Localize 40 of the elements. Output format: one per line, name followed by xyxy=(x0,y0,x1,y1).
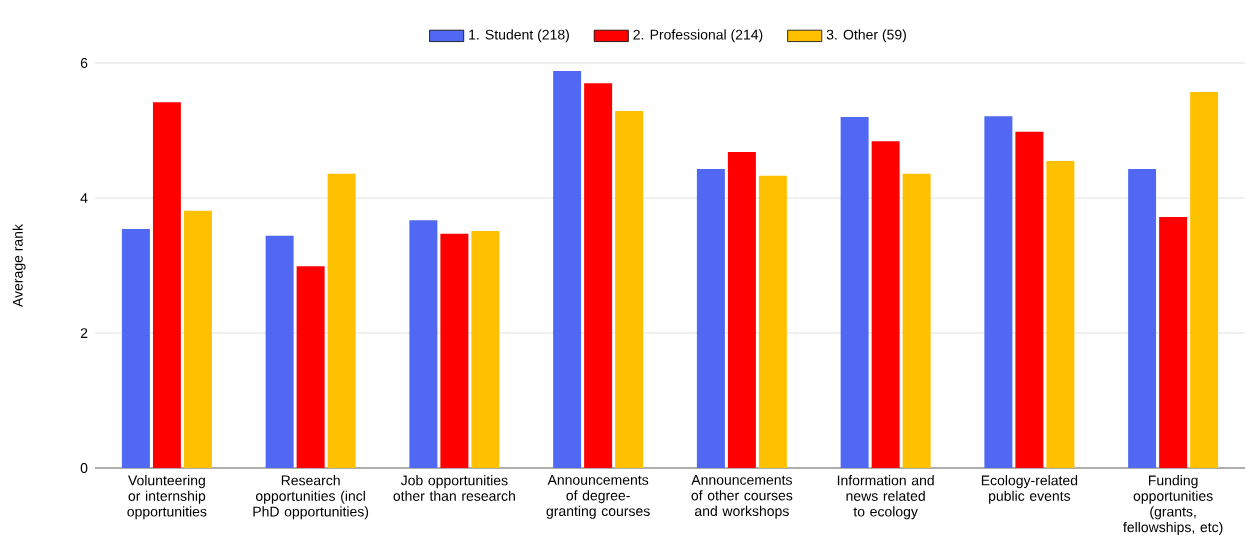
bar xyxy=(440,233,469,468)
bar xyxy=(902,173,931,468)
bar xyxy=(1046,160,1075,468)
y-axis-title: Average rank xyxy=(12,223,26,307)
bar xyxy=(296,266,325,468)
bar xyxy=(696,168,725,468)
bar xyxy=(1159,216,1188,468)
bar xyxy=(121,229,150,468)
legend-label: 2. Professional (214) xyxy=(633,29,763,43)
bar xyxy=(984,116,1013,468)
bar xyxy=(1190,92,1219,468)
bar xyxy=(327,173,356,468)
x-tick-label: Information and news related to ecology xyxy=(837,475,934,520)
x-tick-label: Announcements of degree-granting courses xyxy=(546,475,650,519)
bar xyxy=(471,231,500,468)
x-tick-label: Job opportunities other than research xyxy=(393,475,515,501)
y-tick-label: 6 xyxy=(80,58,88,68)
bar xyxy=(1128,168,1157,468)
x-tick-label: Ecology-related public events xyxy=(981,475,1078,504)
bar xyxy=(615,110,644,468)
legend-label: 3. Other (59) xyxy=(826,29,906,43)
x-tick-label: Funding opportunities (grants, fellowships, etc) xyxy=(1123,475,1223,535)
bar xyxy=(584,83,613,468)
y-tick-label: 2 xyxy=(80,328,88,338)
bar xyxy=(409,220,438,468)
y-tick-label: 0 xyxy=(80,463,88,473)
bar xyxy=(840,117,869,468)
x-tick-label: Research opportunities (incl PhD opportunities) xyxy=(253,475,369,520)
bar xyxy=(1015,131,1044,468)
bar xyxy=(152,102,181,468)
bar xyxy=(553,71,582,468)
bar xyxy=(727,152,756,468)
bar xyxy=(758,175,787,468)
y-tick-label: 4 xyxy=(80,193,88,203)
legend-label: 1. Student (218) xyxy=(469,29,569,43)
bar xyxy=(183,210,212,468)
x-tick-label: Volunteering or internship opportunities xyxy=(127,475,207,520)
bar xyxy=(265,235,294,468)
bar xyxy=(871,141,900,468)
x-tick-label: Announcements of other courses and workshops xyxy=(691,475,793,519)
